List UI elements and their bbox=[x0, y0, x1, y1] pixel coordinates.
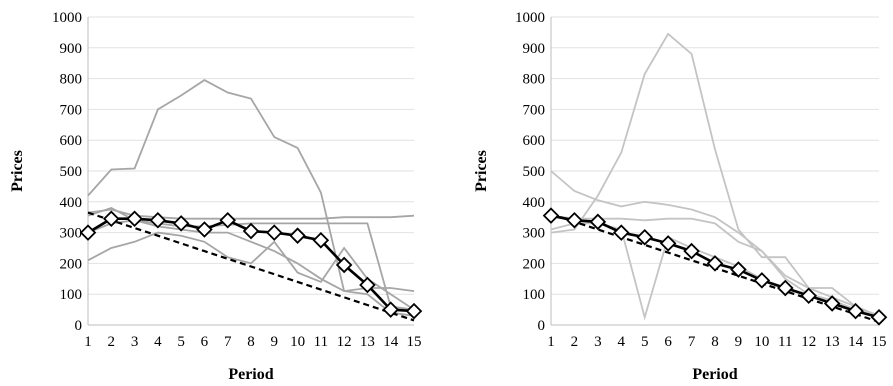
x-tick-label: 9 bbox=[735, 334, 743, 350]
y-tick-label: 400 bbox=[60, 195, 83, 211]
x-tick-label: 3 bbox=[131, 334, 139, 350]
y-tick-label: 800 bbox=[523, 72, 546, 88]
x-tick-label: 7 bbox=[688, 334, 696, 350]
mean-price-marker bbox=[266, 224, 283, 241]
x-tick-label: 6 bbox=[201, 334, 209, 350]
mean-price-marker bbox=[219, 212, 236, 229]
mean-price-marker bbox=[405, 302, 423, 320]
x-tick-label: 5 bbox=[177, 334, 185, 350]
y-axis-title: Prices bbox=[9, 150, 26, 192]
mean-price-marker bbox=[683, 242, 700, 260]
y-tick-label: 400 bbox=[523, 195, 546, 211]
y-tick-label: 700 bbox=[60, 102, 83, 118]
y-tick-label: 500 bbox=[523, 164, 546, 180]
x-tick-label: 12 bbox=[337, 334, 352, 350]
x-tick-label: 10 bbox=[754, 334, 769, 350]
mean-price-marker bbox=[613, 224, 630, 241]
y-tick-label: 900 bbox=[60, 41, 83, 57]
mean-price-marker bbox=[753, 272, 771, 289]
x-tick-label: 13 bbox=[825, 334, 840, 350]
x-tick-label: 14 bbox=[383, 334, 399, 350]
mean-price-marker bbox=[589, 213, 607, 231]
y-tick-label: 0 bbox=[538, 318, 546, 334]
y-tick-label: 600 bbox=[60, 133, 83, 149]
x-tick-label: 2 bbox=[108, 334, 116, 350]
y-tick-label: 100 bbox=[60, 287, 83, 303]
x-tick-label: 4 bbox=[618, 334, 626, 350]
mean-price-marker bbox=[870, 309, 888, 326]
x-tick-label: 3 bbox=[594, 334, 602, 350]
mean-price-marker bbox=[312, 232, 330, 249]
x-tick-label: 7 bbox=[224, 334, 232, 350]
group-price-line bbox=[550, 32, 880, 317]
group-price-line bbox=[87, 207, 415, 293]
y-tick-label: 200 bbox=[60, 256, 83, 272]
y-axis-title: Prices bbox=[473, 150, 490, 192]
x-tick-label: 10 bbox=[290, 334, 305, 350]
x-tick-label: 8 bbox=[711, 334, 719, 350]
y-tick-label: 800 bbox=[60, 72, 83, 88]
x-tick-label: 15 bbox=[407, 334, 422, 350]
y-tick-label: 0 bbox=[75, 318, 83, 334]
mean-price-marker bbox=[242, 222, 260, 240]
x-tick-label: 15 bbox=[872, 334, 887, 350]
mean-price-marker bbox=[196, 221, 213, 238]
group-price-line bbox=[87, 231, 415, 311]
mean-price-marker bbox=[823, 295, 841, 312]
mean-price-marker bbox=[659, 235, 677, 252]
y-tick-label: 200 bbox=[523, 256, 546, 272]
mean-price-marker bbox=[847, 302, 864, 320]
x-tick-label: 8 bbox=[247, 334, 255, 350]
x-tick-label: 11 bbox=[778, 334, 792, 350]
x-tick-label: 14 bbox=[848, 334, 864, 350]
y-tick-label: 100 bbox=[523, 287, 546, 303]
y-tick-label: 500 bbox=[60, 164, 83, 180]
y-tick-label: 600 bbox=[523, 133, 546, 149]
mean-price-marker bbox=[777, 279, 794, 297]
y-tick-label: 300 bbox=[523, 226, 546, 242]
mean-price-marker bbox=[126, 210, 143, 228]
y-tick-label: 300 bbox=[60, 226, 83, 242]
benchmark-dashed-line bbox=[87, 211, 415, 322]
y-tick-label: 1000 bbox=[515, 10, 545, 26]
mean-price-marker bbox=[335, 256, 353, 274]
y-tick-label: 700 bbox=[523, 102, 546, 118]
mean-price-marker bbox=[542, 207, 560, 224]
x-tick-label: 12 bbox=[801, 334, 816, 350]
y-tick-label: 900 bbox=[523, 41, 546, 57]
mean-price-marker bbox=[79, 224, 97, 241]
x-tick-label: 1 bbox=[547, 334, 555, 350]
x-axis-title: Period bbox=[692, 366, 737, 383]
group-price-line bbox=[87, 79, 415, 317]
mean-price-marker bbox=[103, 210, 120, 228]
x-tick-label: 1 bbox=[84, 334, 92, 350]
mean-price-marker bbox=[636, 228, 653, 246]
x-tick-label: 11 bbox=[314, 334, 328, 350]
mean-price-marker bbox=[706, 255, 724, 272]
y-tick-label: 1000 bbox=[52, 10, 82, 26]
mean-price-marker bbox=[359, 276, 376, 294]
mean-price-marker bbox=[800, 287, 817, 305]
mean-price-marker bbox=[566, 212, 583, 229]
x-tick-label: 13 bbox=[360, 334, 375, 350]
mean-price-marker bbox=[172, 215, 190, 232]
mean-price-marker bbox=[149, 212, 167, 229]
mean-price-marker bbox=[730, 261, 747, 278]
x-tick-label: 5 bbox=[641, 334, 649, 350]
x-tick-label: 2 bbox=[571, 334, 579, 350]
x-tick-label: 9 bbox=[271, 334, 279, 350]
x-tick-label: 4 bbox=[154, 334, 162, 350]
group-price-line bbox=[87, 208, 415, 220]
mean-price-marker bbox=[289, 227, 306, 244]
x-tick-label: 6 bbox=[664, 334, 672, 350]
x-axis-title: Period bbox=[228, 366, 273, 383]
mean-price-marker bbox=[382, 301, 399, 318]
group-price-line bbox=[550, 214, 880, 317]
